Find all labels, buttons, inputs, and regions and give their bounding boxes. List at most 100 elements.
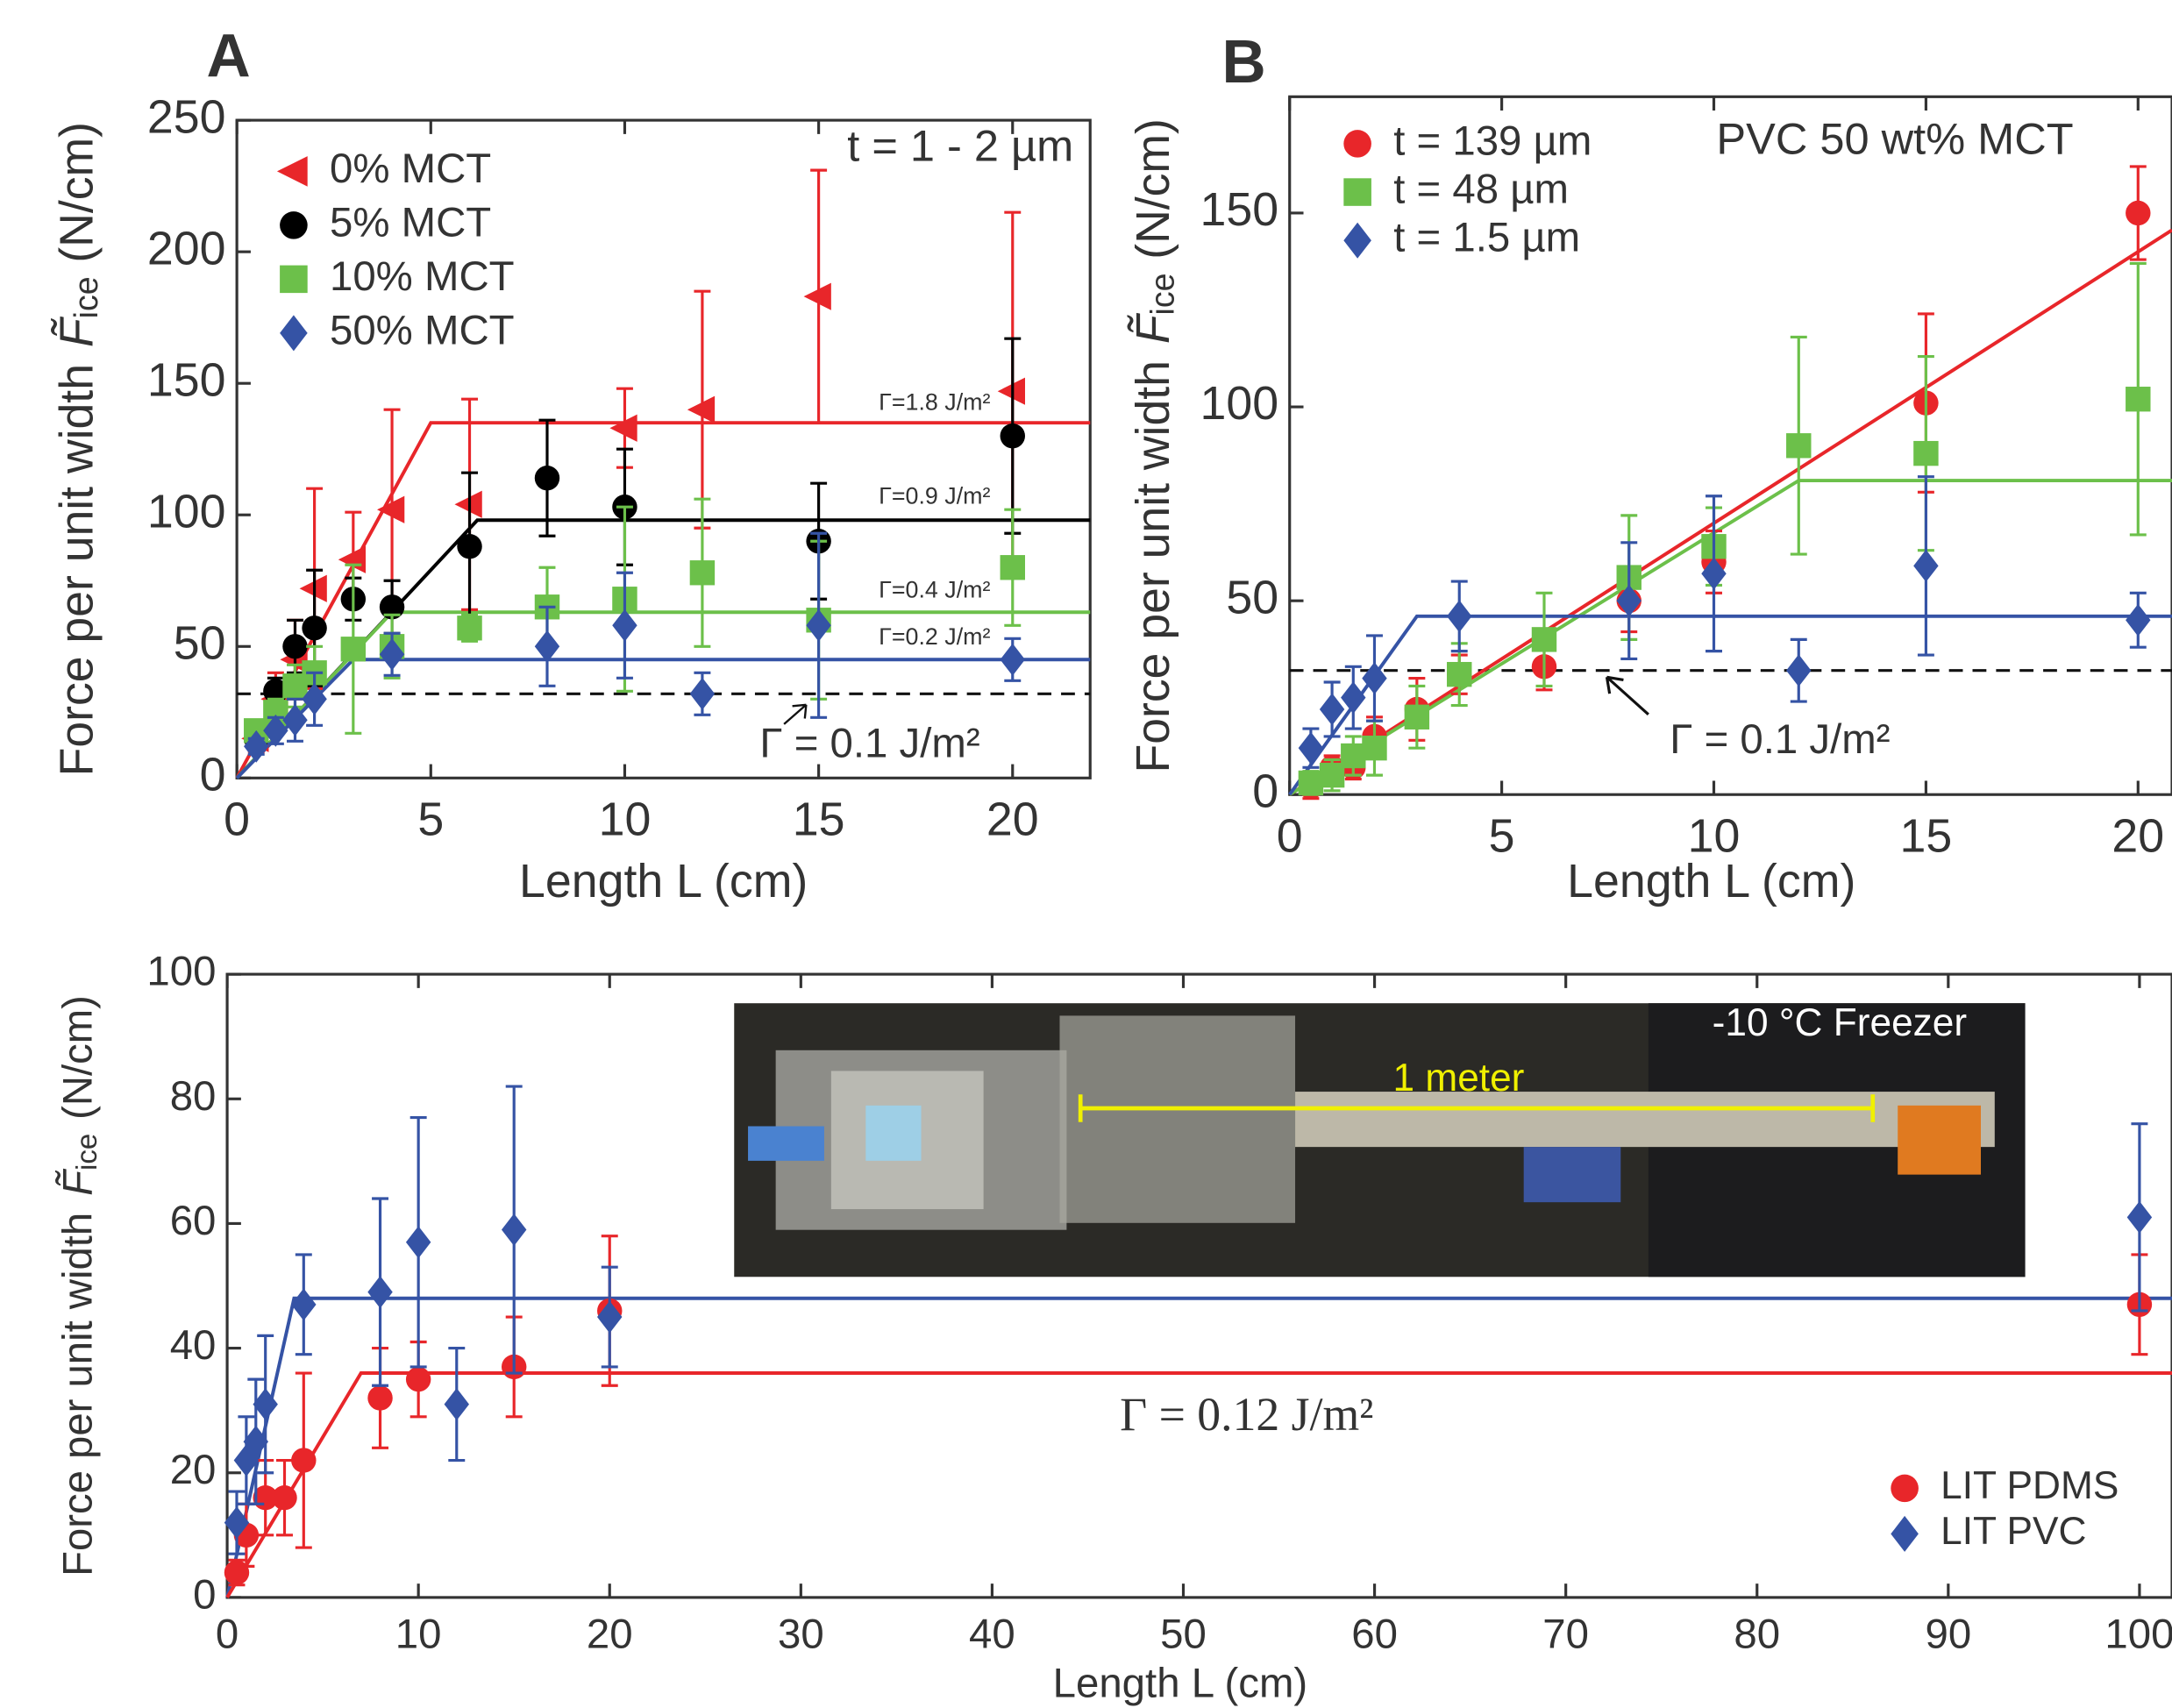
data-point — [263, 679, 288, 704]
data-point — [457, 534, 482, 559]
data-point — [224, 1506, 250, 1540]
data-point — [689, 677, 716, 710]
data-point — [376, 495, 405, 523]
x-tick-label: 60 — [1351, 1611, 1398, 1657]
data-point — [2126, 1200, 2153, 1234]
x-axis-label: Length L (cm) — [519, 855, 808, 907]
data-point — [1701, 557, 1727, 590]
data-point — [1447, 661, 1472, 687]
data-point — [1616, 584, 1641, 617]
plot-frame — [235, 118, 1092, 779]
y-label-part: Force per unit width — [51, 364, 103, 776]
legend-marker — [1343, 130, 1371, 158]
data-point — [1786, 654, 1812, 687]
legend-label: LIT PVC — [1941, 1510, 2086, 1553]
x-tick-label: 0 — [224, 793, 250, 845]
data-point — [291, 1288, 317, 1321]
x-tick-label: 20 — [2111, 809, 2164, 862]
data-point — [282, 703, 308, 737]
x-tick-label: 10 — [1688, 809, 1741, 862]
data-point — [1913, 440, 1939, 466]
y-tick-label: 20 — [170, 1447, 217, 1493]
x-tick-label: 15 — [793, 793, 845, 845]
y-axis-label: Force per unit width F̃ice (N/cm) — [1127, 118, 1180, 772]
y-tick-label: 100 — [146, 949, 216, 995]
x-tick-label: 10 — [599, 793, 652, 845]
legend-label: 5% MCT — [330, 199, 491, 246]
data-point — [1000, 643, 1025, 676]
annotation: t = 1 - 2 µm — [847, 121, 1073, 171]
data-point — [1341, 743, 1366, 769]
data-point — [687, 395, 716, 423]
y-tick-label: 80 — [170, 1073, 217, 1120]
y-axis-label: Force per unit width F̃ice (N/cm) — [53, 995, 103, 1576]
y-tick-label: 200 — [147, 222, 226, 274]
data-point — [338, 545, 367, 573]
x-tick-label: 80 — [1734, 1611, 1780, 1657]
x-tick-label: 40 — [969, 1611, 1015, 1657]
data-point — [233, 1444, 260, 1477]
legend-marker — [280, 265, 308, 294]
y-tick-label: 40 — [170, 1322, 217, 1369]
y-tick-label: 50 — [1226, 571, 1278, 623]
data-point — [457, 616, 482, 641]
data-point — [1319, 693, 1345, 726]
fit-line — [225, 1371, 2172, 1598]
data-point — [1447, 600, 1472, 633]
data-point — [612, 608, 637, 642]
annotation: Γ=1.8 J/m² — [879, 388, 990, 415]
data-point — [302, 616, 327, 641]
data-point — [609, 414, 637, 442]
data-point — [1319, 762, 1345, 788]
data-point — [282, 634, 308, 659]
data-point — [1913, 549, 1939, 582]
y-label-part: Force per unit width — [1127, 360, 1179, 772]
photo-light — [748, 1126, 824, 1161]
plot-frame — [225, 972, 2172, 1599]
y-tick-label: 0 — [193, 1571, 216, 1618]
data-point — [2126, 200, 2151, 226]
fit-line — [1288, 228, 2172, 796]
legend-label: t = 139 µm — [1393, 117, 1592, 164]
y-axis-label: Force per unit width F̃ice (N/cm) — [51, 122, 104, 776]
data-point — [379, 637, 405, 671]
annotation: PVC 50 wt% MCT — [1716, 114, 2073, 164]
data-point — [2126, 603, 2151, 637]
legend-label: t = 48 µm — [1393, 167, 1569, 213]
data-point — [444, 1388, 469, 1421]
legend-label: 50% MCT — [330, 307, 515, 353]
annotation: Γ = 0.1 J/m² — [759, 721, 979, 767]
data-point — [1786, 433, 1812, 459]
scale-label: 1 meter — [1392, 1057, 1524, 1100]
data-point — [1362, 662, 1387, 695]
data-point — [405, 1226, 431, 1259]
data-point — [1404, 704, 1430, 729]
legend-marker — [1891, 1515, 1919, 1552]
data-point — [1000, 423, 1025, 449]
data-point — [405, 1366, 431, 1392]
x-tick-label: 0 — [216, 1611, 239, 1657]
data-point — [803, 282, 831, 310]
x-tick-label: 90 — [1925, 1611, 1971, 1657]
data-point — [1341, 681, 1366, 715]
legend-marker — [1343, 178, 1371, 206]
y-tick-label: 150 — [1200, 183, 1278, 236]
photo-clamp2 — [1898, 1105, 1981, 1175]
data-point — [1298, 770, 1324, 796]
x-tick-label: 15 — [1900, 809, 1953, 862]
data-point — [224, 1560, 250, 1585]
data-point — [1531, 627, 1557, 652]
legend-marker — [280, 211, 308, 239]
annotation: Γ=0.4 J/m² — [879, 577, 990, 603]
data-point — [367, 1385, 393, 1411]
y-label-part: (N/cm) — [51, 122, 103, 263]
legend-marker — [280, 315, 308, 352]
x-tick-label: 5 — [1489, 809, 1515, 862]
x-tick-label: 30 — [778, 1611, 824, 1657]
y-label-part: F̃ — [1127, 312, 1179, 344]
inset-photo: 1 meter -10 °C Freezer — [734, 1001, 2026, 1277]
x-axis-label: Length L (cm) — [1567, 855, 1855, 907]
annotation: Γ = 0.12 J/m² — [1120, 1388, 1373, 1441]
y-tick-label: 250 — [147, 90, 226, 143]
